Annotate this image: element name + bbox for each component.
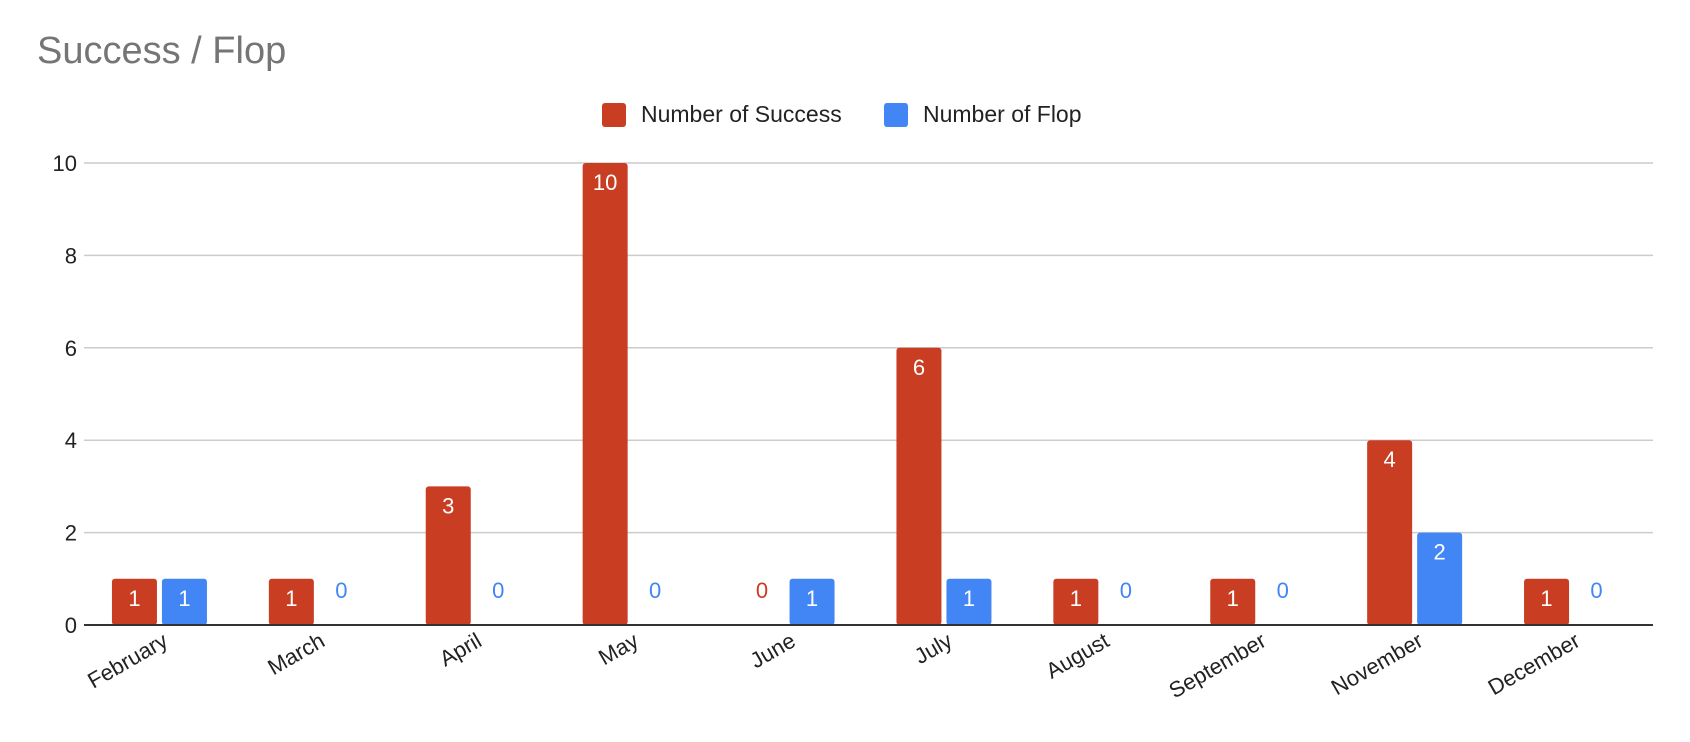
data-label: 6 [913,355,925,380]
x-tick-label-july: July [910,628,956,669]
data-label: 0 [335,578,347,603]
y-tick-label: 10 [53,151,77,176]
data-label: 1 [1227,586,1239,611]
bar-success-april [425,486,471,625]
data-label: 1 [178,586,190,611]
x-tick-label-march: March [263,628,328,680]
y-tick-label: 6 [65,336,77,361]
bar-flop-february [161,578,207,625]
x-tick-label-february: February [83,628,172,694]
y-tick-label: 2 [65,521,77,546]
x-tick-label-may: May [594,628,642,670]
x-axis-labels: February March April May June July August Septe… [83,628,1584,703]
data-label: 1 [128,586,140,611]
legend: Number of Success Number of Flop [602,101,1082,127]
data-label: 1 [963,586,975,611]
legend-label-flop: Number of Flop [923,101,1082,127]
gridlines [84,162,1653,534]
bar-success-may [582,163,628,625]
bar-success-september [1210,578,1256,625]
data-label: 1 [285,586,297,611]
bars [111,163,1570,625]
y-tick-label: 0 [65,613,77,638]
x-tick-label-june: June [746,628,800,674]
data-label: 0 [756,578,768,603]
data-label: 10 [593,170,617,195]
x-tick-label-august: August [1042,628,1114,684]
y-tick-label: 4 [65,428,77,453]
data-label: 0 [1277,578,1289,603]
x-tick-label-november: November [1327,628,1427,700]
bar-flop-november [1417,532,1463,625]
legend-swatch-success [602,103,626,127]
y-tick-label: 8 [65,243,77,268]
bar-success-august [1053,578,1099,625]
data-label: 4 [1384,447,1396,472]
bar-success-february [111,578,157,625]
bar-success-december [1524,578,1570,625]
x-tick-label-december: December [1484,628,1584,700]
x-tick-label-september: September [1165,628,1271,703]
data-label: 2 [1434,540,1446,565]
data-label: 0 [492,578,504,603]
data-label: 0 [649,578,661,603]
bar-success-july [896,347,942,625]
y-axis-ticks: 0 2 4 6 8 10 [53,151,77,638]
data-label: 1 [1540,586,1552,611]
chart-title: Success / Flop [37,30,287,72]
bar-success-november [1367,440,1413,625]
data-label: 1 [1070,586,1082,611]
data-label: 0 [1590,578,1602,603]
legend-swatch-flop [884,103,908,127]
bar-flop-july [946,578,992,625]
bar-flop-june [789,578,835,625]
legend-label-success: Number of Success [641,101,842,127]
data-label: 1 [806,586,818,611]
data-label: 0 [1120,578,1132,603]
data-label: 3 [442,493,454,518]
x-tick-label-april: April [435,628,486,672]
bar-success-march [268,578,314,625]
